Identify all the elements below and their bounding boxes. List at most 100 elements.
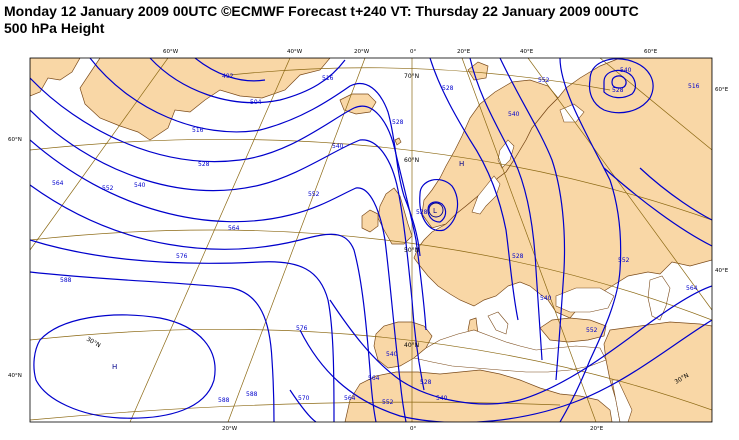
contour-label: 516 [192, 127, 204, 134]
contour-label: 492 [222, 73, 234, 80]
land-britain [377, 187, 413, 245]
contour-label: 552 [618, 257, 630, 264]
contour-564-far [639, 167, 712, 221]
bottom-lon-label: 20°E [590, 426, 604, 432]
top-lon-label: 20°W [354, 49, 370, 55]
contour-label: 588 [218, 397, 230, 404]
low-centre: L [433, 207, 437, 215]
contour-label: 528 [392, 119, 404, 126]
contour-label: 564 [368, 375, 380, 382]
right-lat-label: 60°E [715, 87, 729, 93]
lat-label-50n: 50°N [404, 247, 419, 254]
lon-line-40w [129, 58, 291, 422]
contour-label: 576 [296, 325, 308, 332]
contour-label: 516 [688, 83, 700, 90]
contour-570-south [289, 389, 317, 422]
right-lat-label: 40°E [715, 268, 729, 274]
contour-504 [149, 58, 346, 104]
contour-492 [194, 58, 266, 82]
contour-low-outer [419, 178, 459, 232]
contour-528-ring [611, 75, 627, 89]
top-lon-label: 40°W [287, 49, 303, 55]
contour-label: 528 [198, 161, 210, 168]
contour-label: 540 [620, 67, 632, 74]
land-faroe [394, 137, 402, 146]
contour-label: 564 [344, 395, 356, 402]
contour-540-west [30, 109, 425, 391]
lon-line-20w [227, 58, 366, 422]
map-title: Monday 12 January 2009 00UTC ©ECMWF Fore… [4, 3, 639, 19]
contour-588-high [33, 314, 216, 419]
lat-label-70n: 70°N [404, 73, 419, 80]
contour-552-east [499, 58, 566, 381]
left-lat-label: 40°N [8, 373, 22, 379]
graticule [30, 58, 712, 422]
lat-line-30n [30, 401, 561, 421]
contour-label: 564 [228, 225, 240, 232]
contour-label: 528 [416, 209, 428, 216]
contour-528-west [30, 77, 427, 331]
contour-label: 504 [250, 99, 262, 106]
lat-label-40n: 40°N [404, 342, 419, 349]
right-lat-labels: 60°E 40°E [715, 87, 729, 274]
left-lat-label: 60°N [8, 137, 22, 143]
lon-line-20e [461, 58, 597, 422]
sea-gulf-of-bothnia [497, 139, 515, 169]
contour-label: 528 [420, 379, 432, 386]
top-lon-labels: 60°W 40°W 20°W 0° 20°E 40°E 60°E [163, 49, 658, 55]
contour-label: 588 [60, 277, 72, 284]
top-lon-label: 0° [410, 49, 416, 55]
contour-label: 540 [386, 351, 398, 358]
contour-label: 540 [134, 182, 146, 189]
contour-label: 552 [586, 327, 598, 334]
contour-576-south [329, 285, 712, 405]
contour-label: 588 [246, 391, 258, 398]
lat-line-40n [30, 328, 712, 411]
contour-576-west [30, 239, 335, 422]
lon-line-60w [30, 58, 169, 251]
top-lon-label: 60°W [163, 49, 179, 55]
contour-label: 576 [176, 253, 188, 260]
lat-line-60n [30, 138, 712, 221]
contour-540-east [469, 58, 543, 361]
contour-516 [89, 58, 421, 257]
contour-552-ring [588, 58, 654, 114]
lat-label-60n: 60°N [404, 157, 419, 164]
contour-label: 564 [686, 285, 698, 292]
map-frame [29, 57, 713, 423]
contour-540-ring [603, 69, 636, 99]
contour-label: 540 [508, 111, 520, 118]
land-ireland [361, 209, 379, 233]
contour-label: 540 [332, 143, 344, 150]
pressure-centres: H L H [112, 160, 464, 371]
land-middle-east [603, 321, 712, 422]
low-centre-ring [428, 202, 444, 218]
contour-588-south [299, 319, 712, 422]
land-svalbard [467, 61, 489, 81]
high-centre-north: H [459, 160, 464, 168]
contour-labels: 492 504 516 528 540 552 564 576 588 516 … [52, 67, 700, 406]
contour-label: 528 [442, 85, 454, 92]
bottom-lon-labels: 20°W 0° 20°E [222, 426, 604, 432]
contour-label: 552 [382, 399, 394, 406]
contour-label: 528 [612, 87, 624, 94]
lon-line-40e [527, 58, 712, 311]
contour-564-west [30, 184, 377, 422]
top-lon-label: 20°E [457, 49, 471, 55]
contour-label: 570 [298, 395, 310, 402]
contour-label: 552 [308, 191, 320, 198]
land-iceland [339, 93, 377, 115]
land-canada [30, 58, 81, 97]
contour-label: 564 [52, 180, 64, 187]
contour-528-east [429, 58, 519, 321]
height-contours [30, 58, 712, 422]
contour-564-east [559, 58, 622, 422]
top-lon-label: 40°E [520, 49, 534, 55]
top-lon-label: 60°E [644, 49, 658, 55]
lon-line-60e [599, 58, 712, 151]
bottom-lon-label: 20°W [222, 426, 238, 432]
land-iberia [373, 321, 433, 369]
sea-black [555, 287, 615, 313]
lat-line-70n [229, 67, 611, 91]
